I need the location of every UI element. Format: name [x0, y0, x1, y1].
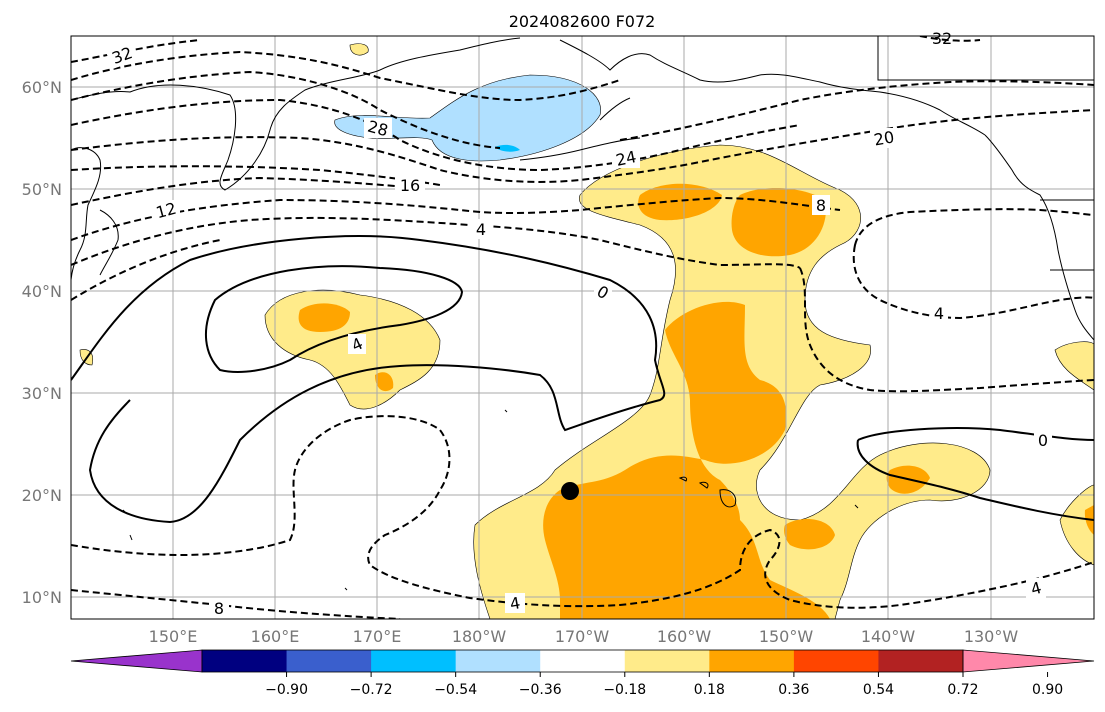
colorbar-extend-high [962, 649, 1095, 673]
colorbar-segment [878, 650, 964, 672]
location-marker [561, 482, 579, 500]
colorbar-segment [709, 650, 795, 672]
colorbar-segment [793, 650, 879, 672]
lat-label: 40°N [22, 282, 62, 301]
contour-label: 4 [934, 304, 944, 323]
contour-solid [71, 235, 1094, 524]
lon-label: 160°E [251, 627, 300, 646]
colorbar-tick-label: 0.54 [863, 682, 894, 698]
lon-label: 150°W [759, 627, 814, 646]
colorbar-tick-label: 0.36 [778, 682, 809, 698]
contour-label: 24 [614, 147, 638, 170]
longitude-labels: 150°E 160°E 170°E 180°W 170°W 160°W 150°… [149, 627, 1019, 646]
colorbar: −0.90 −0.72 −0.54 −0.36 −0.18 0.18 0.36 0.54 0.7… [70, 649, 1095, 698]
colorbar-tick-label: 0.90 [1032, 682, 1063, 698]
contour-label: 16 [400, 176, 420, 195]
colorbar-outline [201, 649, 964, 673]
lon-label: 150°E [149, 627, 198, 646]
lat-label: 60°N [22, 78, 62, 97]
lon-label: 180°W [452, 627, 507, 646]
colorbar-segment [624, 650, 710, 672]
contour-label: 4 [1029, 578, 1044, 599]
contour-label: 28 [366, 117, 391, 141]
colorbar-tick-label: 0.72 [947, 682, 978, 698]
colorbar-segment [202, 650, 288, 672]
colorbar-tick-label: −0.36 [519, 682, 562, 698]
contour-labels: 32 28 24 20 16 12 8 4 0 4 0 4 8 4 4 32 [105, 29, 1052, 618]
contour-label: 20 [872, 127, 895, 149]
lon-label: 170°E [353, 627, 402, 646]
lon-label: 160°W [657, 627, 712, 646]
contour-label: 4 [508, 593, 521, 613]
colorbar-extend-low [70, 649, 203, 673]
positive-strong-fill [298, 183, 1094, 619]
colorbar-segment [455, 650, 541, 672]
contour-label: 32 [932, 29, 952, 48]
colorbar-segment [286, 650, 372, 672]
colorbar-tick-label: 0.18 [694, 682, 725, 698]
map-frame [70, 35, 1095, 620]
colorbar-segment [540, 650, 626, 672]
lat-label: 10°N [22, 588, 62, 607]
lon-label: 140°W [861, 627, 916, 646]
lat-label: 20°N [22, 486, 62, 505]
colorbar-tick-label: −0.90 [265, 682, 308, 698]
contour-label: 0 [1038, 431, 1048, 450]
map-title: 2024082600 F072 [509, 12, 656, 31]
lon-label: 130°W [964, 627, 1019, 646]
negative-anomaly-fill [334, 74, 601, 162]
contour-label: 8 [816, 196, 826, 215]
colorbar-tick-label: −0.18 [603, 682, 646, 698]
coastlines [71, 36, 1094, 591]
colorbar-segment [371, 650, 457, 672]
contour-label: 12 [154, 199, 179, 223]
colorbar-tick-label: −0.54 [434, 682, 477, 698]
latitude-labels: 60°N 50°N 40°N 30°N 20°N 10°N [22, 78, 62, 607]
lat-label: 30°N [22, 384, 62, 403]
lat-label: 50°N [22, 180, 62, 199]
lon-label: 170°W [555, 627, 610, 646]
contour-label: 4 [476, 220, 486, 239]
colorbar-tick-label: −0.72 [350, 682, 393, 698]
contour-dashed [71, 36, 1094, 619]
contour-label: 8 [214, 599, 224, 618]
